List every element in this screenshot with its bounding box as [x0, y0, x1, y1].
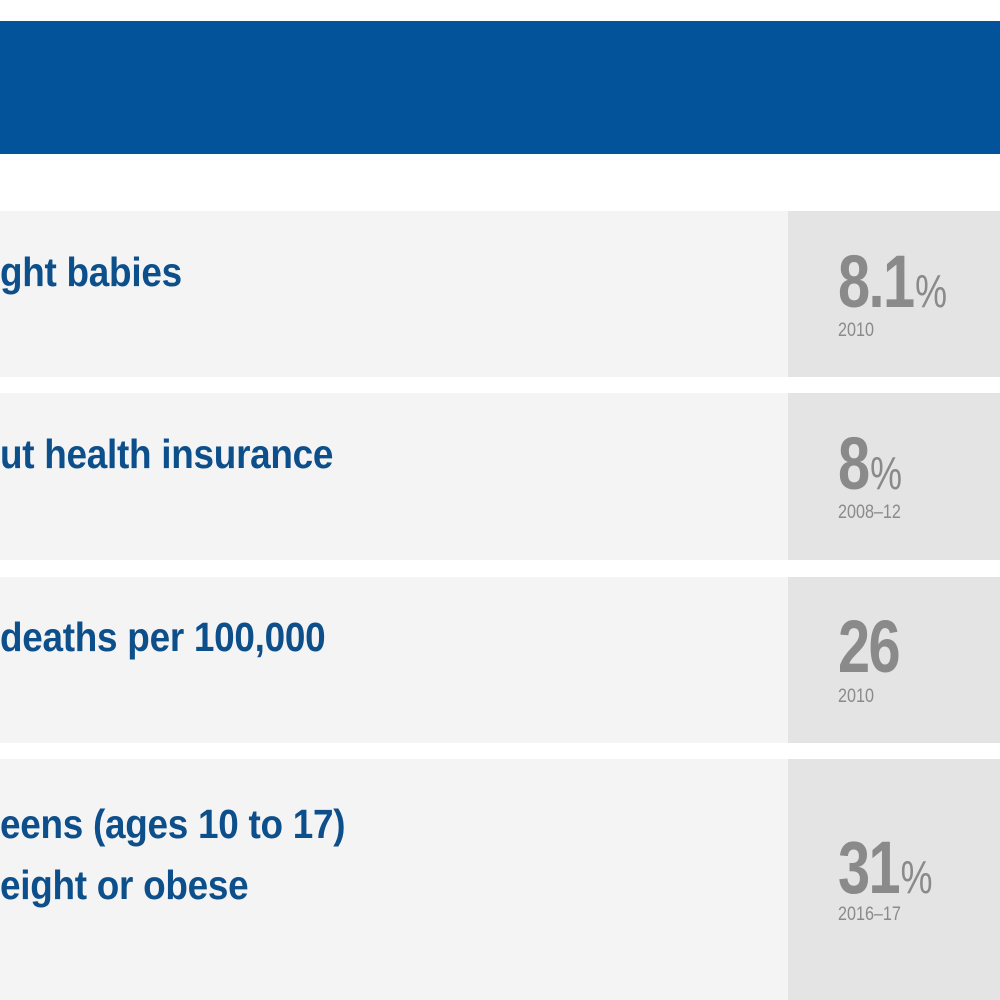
header-bar — [0, 21, 1000, 154]
stat-number: 8 — [838, 422, 870, 505]
label-cell: eens (ages 10 to 17) eight or obese — [0, 759, 788, 1000]
label-cell: ut health insurance — [0, 393, 788, 560]
stat-unit: % — [900, 851, 933, 903]
stat-unit: % — [870, 447, 903, 499]
stat-number: 8.1 — [838, 240, 915, 323]
stat-label: deaths per 100,000 — [0, 614, 326, 660]
stat-value: 8% — [838, 427, 902, 501]
stat-row-overweight-teens: eens (ages 10 to 17) eight or obese 31% … — [0, 759, 1000, 1000]
stat-unit: % — [915, 265, 948, 317]
stat-label-line1: eens (ages 10 to 17) — [0, 801, 346, 847]
stat-year: 2008–12 — [838, 502, 901, 523]
value-cell: 8.1% 2010 — [788, 211, 1000, 377]
stat-label-line2: eight or obese — [0, 862, 249, 908]
stat-year: 2016–17 — [838, 904, 901, 925]
stat-label: ght babies — [0, 249, 182, 295]
stat-value: 26 — [838, 610, 901, 684]
stat-value: 31% — [838, 831, 933, 905]
stat-value: 8.1% — [838, 245, 947, 319]
label-cell: deaths per 100,000 — [0, 577, 788, 743]
stat-year: 2010 — [838, 686, 874, 707]
value-cell: 8% 2008–12 — [788, 393, 1000, 560]
stat-number: 31 — [838, 826, 901, 909]
stat-label: ut health insurance — [0, 431, 334, 477]
stat-year: 2010 — [838, 320, 874, 341]
value-cell: 31% 2016–17 — [788, 759, 1000, 1000]
stat-row-low-birthweight: ght babies 8.1% 2010 — [0, 211, 1000, 377]
stat-number: 26 — [838, 605, 901, 688]
label-cell: ght babies — [0, 211, 788, 377]
stat-row-uninsured: ut health insurance 8% 2008–12 — [0, 393, 1000, 560]
value-cell: 26 2010 — [788, 577, 1000, 743]
stat-row-deaths: deaths per 100,000 26 2010 — [0, 577, 1000, 743]
